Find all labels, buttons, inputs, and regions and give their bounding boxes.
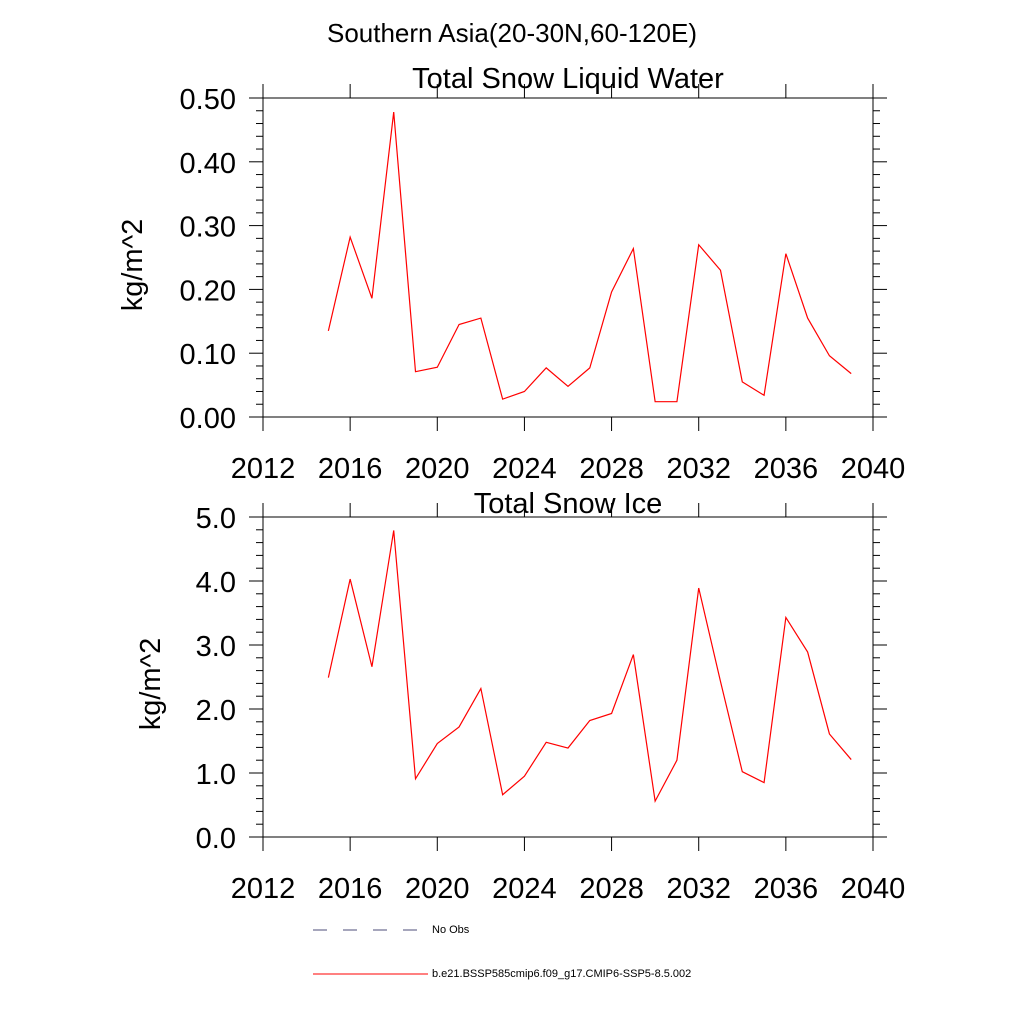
- data-point: [567, 386, 568, 387]
- data-point: [829, 355, 830, 356]
- data-point: [720, 270, 721, 271]
- data-point: [458, 726, 459, 727]
- data-point: [546, 367, 547, 368]
- data-point: [328, 677, 329, 678]
- data-point: [393, 111, 394, 112]
- data-point: [480, 688, 481, 689]
- plot-frame: [262, 516, 874, 838]
- y-tick-label: 0.20: [180, 275, 236, 307]
- data-point: [742, 771, 743, 772]
- data-point: [437, 367, 438, 368]
- x-tick-label: 2016: [318, 453, 383, 485]
- y-axis-label: kg/m^2: [135, 638, 167, 731]
- data-point: [851, 759, 852, 760]
- data-point: [350, 236, 351, 237]
- x-tick-label: 2020: [405, 453, 470, 485]
- x-tick-label: 2036: [754, 453, 819, 485]
- y-tick-label: 0.10: [180, 339, 236, 371]
- data-point: [502, 399, 503, 400]
- chart-panel-snow-liquid-water: Total Snow Liquid Water kg/m^2 0.000.100…: [117, 63, 905, 485]
- data-point: [393, 530, 394, 531]
- data-point: [350, 578, 351, 579]
- y-tick-label: 5.0: [196, 503, 236, 535]
- data-point: [458, 324, 459, 325]
- x-tick-label: 2020: [405, 873, 470, 905]
- data-point: [524, 391, 525, 392]
- data-point: [611, 713, 612, 714]
- data-point: [633, 654, 634, 655]
- data-point: [589, 720, 590, 721]
- x-tick-label: 2012: [231, 873, 296, 905]
- plot-marks: [327, 111, 852, 403]
- x-tick-label: 2028: [579, 453, 644, 485]
- data-point: [655, 401, 656, 402]
- plot-frame: [262, 97, 874, 418]
- x-tick-label: 2040: [841, 873, 906, 905]
- x-tick-label: 2028: [579, 873, 644, 905]
- data-point: [567, 747, 568, 748]
- data-point: [807, 318, 808, 319]
- data-point: [633, 248, 634, 249]
- series-line: [327, 111, 852, 403]
- data-point: [437, 743, 438, 744]
- y-axis-label: kg/m^2: [117, 219, 149, 312]
- series-line: [327, 530, 852, 804]
- x-tick-label: 2024: [492, 453, 557, 485]
- data-point: [785, 617, 786, 618]
- x-tick-label: 2040: [841, 453, 906, 485]
- data-point: [785, 253, 786, 254]
- data-point: [371, 666, 372, 667]
- chart-title: Total Snow Liquid Water: [412, 63, 724, 95]
- figure-supertitle: Southern Asia(20-30N,60-120E): [327, 18, 697, 48]
- data-point: [524, 776, 525, 777]
- data-point: [546, 742, 547, 743]
- data-point: [371, 298, 372, 299]
- legend-label-model-run: b.e21.BSSP585cmip6.f09_g17.CMIP6-SSP5-8.…: [432, 968, 691, 980]
- plot-marks: [327, 530, 852, 804]
- data-point: [502, 794, 503, 795]
- data-point: [415, 371, 416, 372]
- plot-axes: 0.00 0.10 0.20 0.30 0.40 0.50 2012 2016 2020 2024…: [180, 84, 906, 485]
- data-point: [829, 733, 830, 734]
- data-point: [742, 381, 743, 382]
- x-tick-label: 2016: [318, 873, 383, 905]
- y-tick-label: 0.30: [180, 212, 236, 244]
- x-tick-label: 2036: [754, 873, 819, 905]
- y-tick-label: 0.40: [180, 148, 236, 180]
- data-point: [720, 681, 721, 682]
- chart-panel-snow-ice: Total Snow Ice kg/m^2 0.0 1.0 2.0 3.0 4.0 5.0…: [135, 488, 905, 905]
- data-point: [328, 330, 329, 331]
- data-point: [676, 760, 677, 761]
- y-tick-label: 2.0: [196, 695, 236, 727]
- data-point: [415, 778, 416, 779]
- y-tick-label: 0.50: [180, 84, 236, 116]
- x-tick-label: 2024: [492, 873, 557, 905]
- data-point: [698, 587, 699, 588]
- plot-axes: 0.0 1.0 2.0 3.0 4.0 5.0 2012 2016 2020 2024 2028 20…: [196, 503, 906, 905]
- data-point: [851, 373, 852, 374]
- data-point: [763, 395, 764, 396]
- data-point: [655, 801, 656, 802]
- data-point: [611, 291, 612, 292]
- y-tick-label: 4.0: [196, 567, 236, 599]
- y-tick-label: 0.0: [196, 823, 236, 855]
- y-tick-label: 0.00: [180, 403, 236, 435]
- y-tick-label: 3.0: [196, 631, 236, 663]
- y-tick-label: 1.0: [196, 759, 236, 791]
- data-point: [480, 318, 481, 319]
- data-point: [807, 651, 808, 652]
- x-tick-label: 2032: [666, 873, 731, 905]
- x-tick-label: 2012: [231, 453, 296, 485]
- legend-label-no-obs: No Obs: [432, 924, 470, 936]
- data-point: [763, 782, 764, 783]
- data-point: [676, 401, 677, 402]
- x-tick-label: 2032: [666, 453, 731, 485]
- chart-title: Total Snow Ice: [474, 488, 663, 520]
- data-point: [589, 367, 590, 368]
- data-point: [698, 244, 699, 245]
- legend: No Obs b.e21.BSSP585cmip6.f09_g17.CMIP6-…: [313, 924, 691, 980]
